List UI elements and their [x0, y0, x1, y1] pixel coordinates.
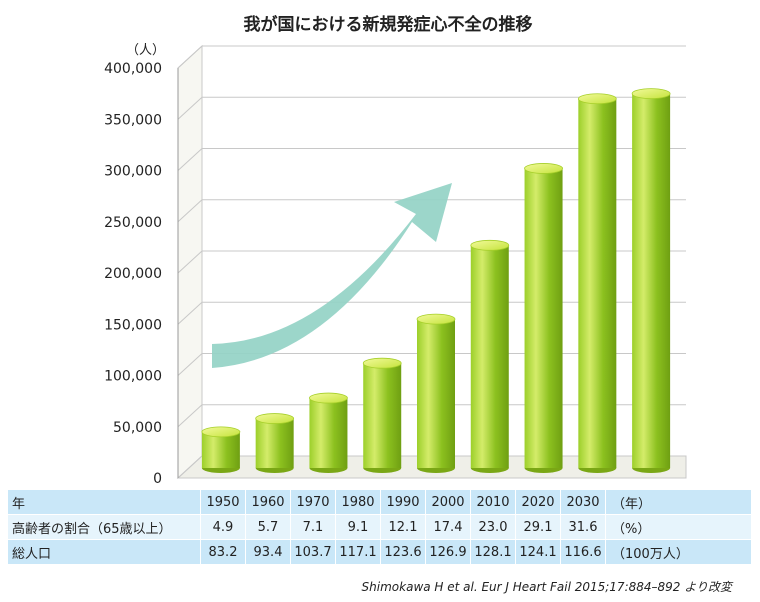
bar-body [309, 398, 348, 468]
table-cell: 7.1 [290, 514, 336, 540]
table-cell: 126.9 [425, 539, 471, 565]
table-cell: 2020 [515, 490, 561, 515]
bar-cap [309, 392, 348, 404]
gridline-depth [177, 199, 203, 223]
table-cell: 2010 [470, 490, 516, 515]
bar-body [417, 319, 455, 468]
gridline-depth [177, 455, 203, 479]
bar-cap [524, 163, 563, 174]
table-cell: 1980 [335, 490, 381, 515]
data-table: 年 1950 1960 1970 1980 1990 2000 2010 2020 2030 （年）… [8, 490, 752, 565]
gridline-depth [177, 250, 203, 274]
bar-body [363, 363, 402, 468]
y-axis-unit: （人） [126, 43, 165, 58]
y-tick-label: 200,000 [104, 266, 162, 282]
table-cell: 31.6 [560, 514, 606, 540]
bar-cap [577, 93, 617, 105]
trend-arrow [212, 183, 452, 368]
table-row: 総人口 83.2 93.4 103.7 117.1 123.6 126.9 128.1 124.… [8, 539, 752, 565]
row-label: 年 [8, 490, 201, 515]
bar-2030 [631, 88, 671, 473]
bar-1970 [309, 392, 348, 473]
row-unit: （年） [605, 490, 752, 515]
bar-1980 [362, 357, 402, 473]
row-label: 高齢者の割合（65歳以上） [8, 514, 201, 540]
table-cell: 93.4 [245, 539, 291, 565]
y-tick-label: 50,000 [113, 420, 162, 436]
y-tick-label: 0 [153, 471, 162, 487]
y-tick-label: 300,000 [104, 164, 162, 180]
table-cell: 124.1 [515, 539, 561, 565]
table-cell: 2000 [425, 490, 471, 515]
bar-body [201, 431, 240, 468]
table-cell: 4.9 [200, 514, 246, 540]
y-tick-label: 150,000 [104, 317, 162, 333]
bar-cap [255, 413, 295, 424]
chart-title: 我が国における新規発症心不全の推移 [244, 14, 533, 35]
y-tick-label: 250,000 [104, 215, 162, 231]
table-cell: 116.6 [560, 539, 606, 565]
table-cell: 123.6 [380, 539, 426, 565]
table-row: 年 1950 1960 1970 1980 1990 2000 2010 2020 2030 （年） [8, 490, 752, 515]
table-cell: 103.7 [290, 539, 336, 565]
table-cell: 9.1 [335, 514, 381, 540]
chart: 我が国における新規発症心不全の推移 （人） 0 50,000 100,000 150,… [104, 14, 687, 487]
bar-2010 [524, 163, 563, 473]
table-cell: 1970 [290, 490, 336, 515]
table-cell: 1990 [380, 490, 426, 515]
bar-cap [631, 88, 671, 100]
gridline-depth [177, 148, 203, 171]
bar-body [470, 245, 509, 468]
bar-1960 [255, 413, 295, 473]
table-cell: 12.1 [380, 514, 426, 540]
row-label: 総人口 [8, 539, 201, 565]
row-unit: （%） [605, 514, 752, 540]
bar-body [524, 168, 563, 468]
bar-cap [201, 426, 241, 438]
table-cell: 17.4 [425, 514, 471, 540]
gridline-depth [177, 45, 203, 69]
table-row: 高齢者の割合（65歳以上） 4.9 5.7 7.1 9.1 12.1 17.4 23.0 29.… [8, 514, 752, 540]
y-tick-label: 100,000 [104, 369, 162, 385]
table-cell: 1960 [245, 490, 291, 515]
bar-2000 [470, 239, 510, 473]
table-cell: 2030 [560, 490, 606, 515]
bar-body [255, 418, 294, 468]
bar-cap [362, 357, 402, 369]
table-cell: 117.1 [335, 539, 381, 565]
gridline-depth [177, 404, 203, 428]
bar-cap [470, 239, 510, 251]
table-cell: 23.0 [470, 514, 516, 540]
table-cell: 1950 [200, 490, 246, 515]
y-tick-label: 400,000 [104, 61, 162, 77]
gridline-depth [177, 96, 203, 120]
source-citation: Shimokawa H et al. Eur J Heart Fail 2015… [361, 580, 732, 594]
bar-cap [416, 313, 456, 325]
table-cell: 29.1 [515, 514, 561, 540]
bar-2020 [577, 93, 617, 473]
table-cell: 5.7 [245, 514, 291, 540]
table-cell: 128.1 [470, 539, 516, 565]
bars [201, 88, 671, 473]
y-tick-label: 350,000 [104, 112, 162, 128]
bar-body [632, 93, 671, 468]
gridline-depth [177, 353, 203, 376]
bar-1950 [201, 426, 241, 473]
row-unit: （100万人） [605, 539, 752, 565]
gridline-depth [177, 301, 203, 325]
bar-body [578, 98, 617, 468]
y-axis-ticks: 0 50,000 100,000 150,000 200,000 250,000 300,0… [104, 61, 179, 487]
bar-1990 [416, 313, 456, 473]
table-cell: 83.2 [200, 539, 246, 565]
trend-arrow-shape [212, 183, 452, 368]
